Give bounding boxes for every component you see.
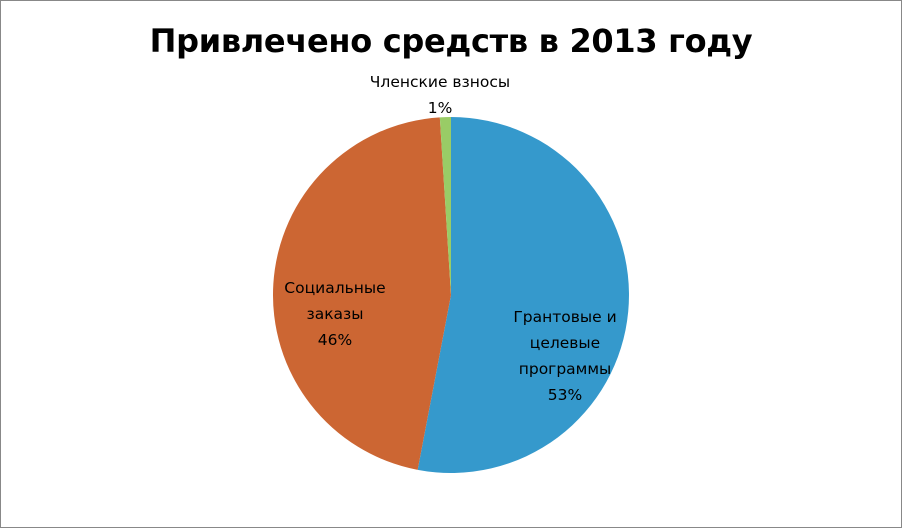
data-label-grants: Грантовые и целевые программы 53% (485, 304, 645, 408)
data-label-name: Членские взносы (369, 73, 511, 91)
data-label-percent: 46% (317, 331, 353, 349)
data-label-name: Социальные (284, 279, 386, 297)
data-label-name: заказы (306, 305, 364, 323)
data-label-membership-fees: Членские взносы 1% (340, 69, 540, 121)
data-label-name: программы (518, 360, 612, 378)
pie-slice-membership-fees (439, 116, 451, 295)
pie-slice-grants (417, 117, 629, 473)
data-label-name: целевые (529, 334, 601, 352)
data-label-percent: 1% (427, 99, 453, 117)
data-label-percent: 53% (547, 386, 583, 404)
chart-title: Привлечено средств в 2013 году (149, 22, 753, 60)
pie-slice-social-orders (272, 117, 451, 470)
data-label-name: Грантовые и (513, 308, 617, 326)
data-label-social-orders: Социальные заказы 46% (255, 275, 415, 353)
